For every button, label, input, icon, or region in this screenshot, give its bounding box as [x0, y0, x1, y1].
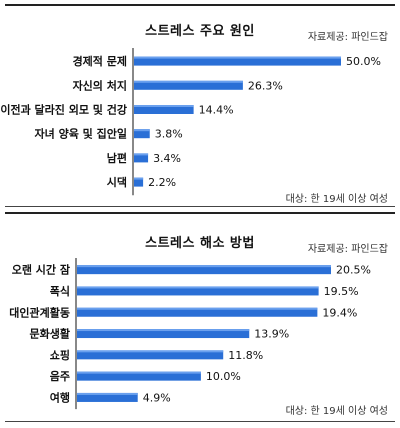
- divider-rule-lower: [5, 212, 395, 214]
- chart1-bar-highlight: [134, 177, 144, 180]
- chart1-value-label: 14.4%: [199, 104, 234, 117]
- chart2-title: 스트레스 해소 방법: [145, 236, 255, 251]
- chart1-source: 자료제공: 파인드잡: [307, 32, 388, 43]
- chart1-category-label: 이전과 달라진 외모 및 건강: [0, 103, 127, 117]
- chart1-category-label: 자신의 처지: [73, 78, 127, 92]
- chart2-plot: 오랜 시간 잠 20.5% 폭식 19.5% 대인관계활동 19.4% 문화생활 13.9% 쇼…: [9, 258, 371, 410]
- chart2-note: 대상: 한 19세 이상 여성: [285, 406, 388, 417]
- chart1-title: 스트레스 주요 원인: [145, 24, 255, 39]
- chart2-value-label: 4.9%: [143, 391, 171, 404]
- chart1-bar-highlight: [134, 105, 194, 107]
- chart1-bar: [134, 153, 149, 163]
- chart1-value-label: 26.3%: [248, 79, 283, 92]
- chart2-bar-highlight: [77, 350, 224, 353]
- bottom-rule: [5, 421, 395, 422]
- chart2-bar: [77, 286, 319, 296]
- chart2-bar: [77, 329, 250, 339]
- chart2-bar-highlight: [77, 265, 331, 268]
- chart2-category-label: 여행: [50, 390, 70, 404]
- chart1-bar-highlight: [134, 80, 243, 83]
- chart1-value-label: 50.0%: [346, 55, 381, 68]
- chart1-bar: [134, 80, 243, 90]
- chart2-source: 자료제공: 파인드잡: [307, 244, 388, 255]
- chart1-category-label: 자녀 양육 및 집안일: [35, 127, 127, 141]
- chart2-bar-highlight: [77, 329, 250, 332]
- chart1-bar: [134, 56, 341, 66]
- chart2-category-label: 음주: [50, 370, 70, 383]
- divider-rule-upper: [5, 206, 395, 207]
- chart2-value-label: 19.4%: [322, 306, 357, 319]
- chart1-plot: 경제적 문제 50.0% 자신의 처지 26.3% 이전과 달라진 외모 및 건강 14.…: [0, 48, 381, 196]
- chart2-bar-highlight: [77, 392, 138, 395]
- chart1-bar: [134, 129, 150, 139]
- chart1-value-label: 2.2%: [148, 176, 176, 189]
- chart2-category-label: 폭식: [50, 284, 70, 298]
- chart2-bar: [77, 371, 201, 381]
- chart2-category-label: 문화생활: [30, 327, 70, 341]
- chart2-value-label: 19.5%: [324, 285, 359, 298]
- chart2-value-label: 13.9%: [254, 328, 289, 341]
- chart2-bar: [77, 350, 224, 360]
- chart2-value-label: 11.8%: [228, 349, 263, 362]
- chart2-category-label: 쇼핑: [50, 348, 70, 362]
- chart1-bar-highlight: [134, 129, 150, 132]
- chart2-bar: [77, 307, 318, 317]
- chart1-category-label: 경제적 문제: [73, 54, 127, 68]
- chart2-value-label: 20.5%: [336, 264, 371, 277]
- chart2-bar-highlight: [77, 307, 318, 310]
- chart1-bar: [134, 105, 194, 114]
- chart1-category-label: 시댁: [107, 175, 127, 189]
- chart1-note: 대상: 한 19세 이상 여성: [285, 194, 388, 205]
- chart1-value-label: 3.8%: [155, 128, 183, 141]
- chart1-value-label: 3.4%: [153, 152, 181, 165]
- chart2-category-label: 대인관계활동: [9, 305, 70, 319]
- chart2-bar-highlight: [77, 286, 319, 289]
- chart1-category-label: 남편: [107, 151, 127, 165]
- chart1-bar-highlight: [134, 56, 341, 59]
- chart1-bar-highlight: [134, 153, 149, 156]
- chart2-category-label: 오랜 시간 잠: [12, 263, 70, 277]
- chart2-value-label: 10.0%: [206, 370, 241, 383]
- chart2-bar: [77, 392, 138, 402]
- chart2-bar: [77, 265, 331, 275]
- top-rule: [5, 4, 395, 6]
- chart2-bar-highlight: [77, 371, 201, 374]
- chart1-bar: [134, 177, 144, 187]
